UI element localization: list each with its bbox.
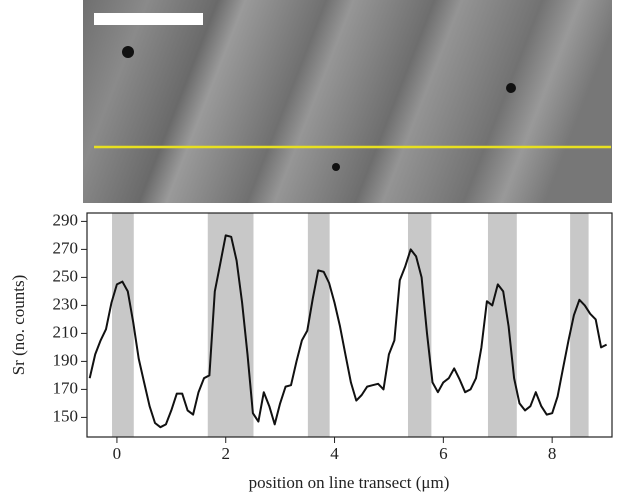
y-axis-label: Sr (no. counts) [9, 275, 28, 376]
y-tick-label: 210 [53, 322, 79, 341]
plot-area [87, 213, 612, 437]
dark-spot [506, 83, 516, 93]
highlight-band [407, 213, 432, 437]
y-tick-label: 290 [53, 210, 79, 229]
x-tick-label: 4 [330, 444, 339, 463]
y-tick-label: 270 [53, 238, 79, 257]
micrograph [83, 0, 612, 203]
x-tick-label: 2 [221, 444, 230, 463]
x-axis-label: position on line transect (μm) [249, 473, 450, 492]
x-tick-label: 0 [113, 444, 122, 463]
dark-spot [122, 46, 134, 58]
y-tick-label: 150 [53, 406, 79, 425]
y-tick-label: 250 [53, 266, 79, 285]
scale-bar [94, 13, 203, 25]
data-line [88, 234, 608, 429]
plot-frame [86, 212, 613, 438]
y-tick-label: 230 [53, 294, 79, 313]
highlight-band [487, 213, 517, 437]
highlight-band [307, 213, 330, 437]
highlight-band [570, 213, 589, 437]
y-tick-label: 170 [53, 378, 79, 397]
dark-spot [332, 163, 340, 171]
highlight-band [207, 213, 254, 437]
highlight-band [112, 213, 134, 437]
x-tick-label: 8 [548, 444, 557, 463]
y-tick-label: 190 [53, 350, 79, 369]
x-tick-label: 6 [439, 444, 448, 463]
